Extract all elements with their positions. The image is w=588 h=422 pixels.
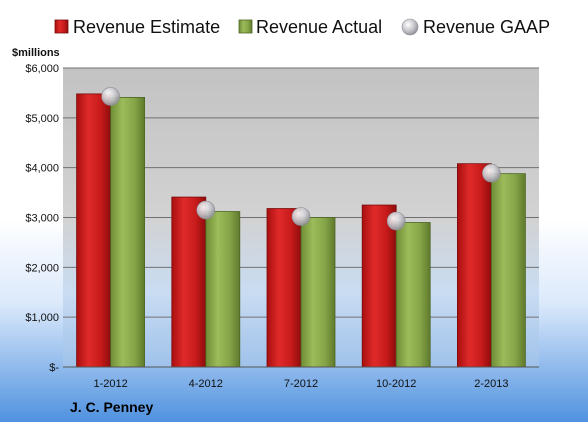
legend-swatch-green — [238, 19, 253, 34]
marker-revenue-gaap — [101, 87, 120, 106]
legend: Revenue Estimate Revenue Actual Revenue … — [54, 17, 550, 37]
bar-revenue-estimate — [266, 208, 302, 368]
y-tick-label: $4,000 — [25, 163, 59, 175]
x-tick-label: 10-2012 — [376, 378, 416, 390]
marker-revenue-gaap — [291, 207, 311, 226]
company-name: J. C. Penney — [70, 399, 153, 415]
legend-item-revenue-gaap: Revenue GAAP — [401, 17, 550, 37]
bar-revenue-actual — [300, 217, 336, 368]
bars — [76, 93, 526, 368]
y-tick-label: $2,000 — [25, 262, 59, 274]
y-tick-label: $6,000 — [25, 63, 59, 75]
y-tick-label: $5,000 — [25, 113, 59, 125]
legend-label-revenue-estimate: Revenue Estimate — [73, 17, 220, 37]
x-tick-label: 1-2012 — [93, 378, 127, 390]
y-tick-label: $- — [49, 362, 59, 374]
y-axis-unit-label: $millions — [12, 47, 60, 59]
gaap-markers — [101, 87, 501, 231]
marker-revenue-gaap — [196, 200, 216, 220]
bar-revenue-estimate — [456, 163, 492, 368]
bar-revenue-actual — [205, 211, 241, 368]
y-tick-label: $1,000 — [25, 312, 59, 324]
bar-revenue-actual — [395, 222, 431, 368]
bar-revenue-actual — [490, 173, 526, 368]
x-tick-label: 7-2012 — [284, 378, 318, 390]
marker-revenue-gaap — [386, 211, 406, 231]
legend-label-revenue-gaap: Revenue GAAP — [423, 17, 550, 37]
legend-marker-gaap — [401, 18, 419, 36]
legend-item-revenue-actual: Revenue Actual — [238, 17, 382, 37]
x-axis-tick-labels: 1-2012 4-2012 7-2012 10-2012 2-2013 — [93, 378, 508, 390]
legend-label-revenue-actual: Revenue Actual — [256, 17, 382, 37]
y-axis-tick-labels: $- $1,000 $2,000 $3,000 $4,000 $5,000 $6,000 — [25, 63, 59, 374]
bar-revenue-actual — [110, 97, 145, 368]
bar-revenue-estimate — [361, 204, 397, 368]
y-tick-label: $3,000 — [25, 213, 59, 225]
legend-swatch-red — [54, 19, 69, 34]
marker-revenue-gaap — [482, 163, 501, 183]
x-tick-label: 2-2013 — [474, 378, 508, 390]
legend-item-revenue-estimate: Revenue Estimate — [54, 17, 220, 37]
bar-revenue-estimate — [171, 196, 207, 368]
bar-revenue-estimate — [76, 93, 111, 368]
x-tick-label: 4-2012 — [189, 378, 223, 390]
